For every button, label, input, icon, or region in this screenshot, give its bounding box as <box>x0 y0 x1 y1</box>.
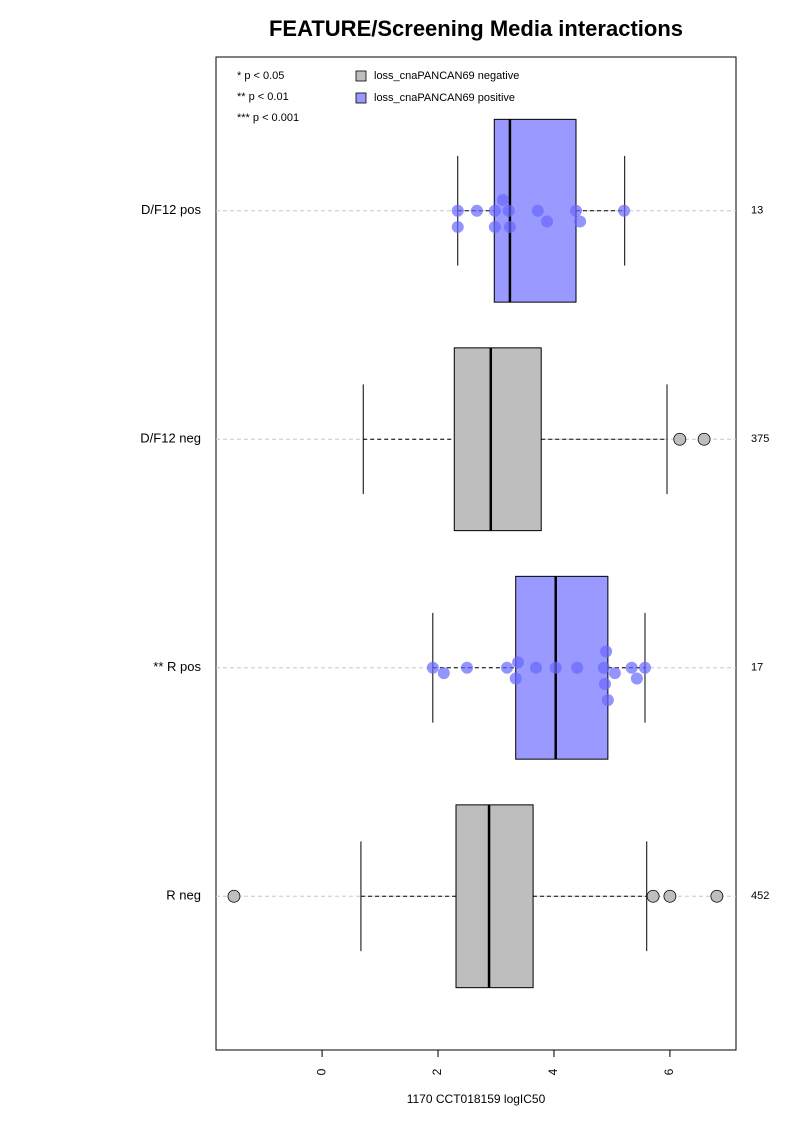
outlier <box>697 432 711 446</box>
legend-swatch <box>355 92 367 104</box>
significance-note: *** p < 0.001 <box>237 112 299 124</box>
data-point <box>549 661 562 674</box>
data-point <box>502 204 515 217</box>
significance-note: ** p < 0.01 <box>237 91 289 103</box>
count-label: 375 <box>751 433 769 445</box>
category-label: D/F12 neg <box>140 431 201 446</box>
category-label: R neg <box>166 888 201 903</box>
data-point <box>461 661 474 674</box>
x-tick-label: 2 <box>430 1068 444 1075</box>
legend-swatch <box>355 70 367 82</box>
data-point <box>470 204 483 217</box>
data-point <box>426 661 439 674</box>
data-point <box>501 661 514 674</box>
data-point <box>630 672 643 685</box>
data-point <box>574 215 587 228</box>
data-point <box>488 204 501 217</box>
x-axis-label: 1170 CCT018159 logIC50 <box>407 1092 546 1106</box>
data-point <box>503 220 516 233</box>
data-point <box>541 215 554 228</box>
data-point <box>601 694 614 707</box>
count-label: 452 <box>751 890 769 902</box>
outlier <box>663 889 677 903</box>
data-point <box>600 645 613 658</box>
data-point <box>451 204 464 217</box>
data-point <box>638 661 651 674</box>
outlier <box>646 889 660 903</box>
outlier <box>673 432 687 446</box>
x-tick-label: 4 <box>546 1068 560 1075</box>
category-label: D/F12 pos <box>141 202 201 217</box>
data-point <box>618 204 631 217</box>
legend-label: loss_cnaPANCAN69 negative <box>374 70 519 82</box>
data-point <box>571 661 584 674</box>
data-point <box>598 677 611 690</box>
x-tick-label: 6 <box>662 1068 676 1075</box>
legend-label: loss_cnaPANCAN69 positive <box>374 92 515 104</box>
box <box>455 804 534 989</box>
data-point <box>597 661 610 674</box>
data-point <box>451 220 464 233</box>
chart-title: FEATURE/Screening Media interactions <box>269 16 683 41</box>
x-tick-label: 0 <box>314 1068 328 1075</box>
outlier <box>227 889 241 903</box>
significance-note: * p < 0.05 <box>237 70 284 82</box>
data-point <box>531 204 544 217</box>
box <box>515 575 609 760</box>
category-label: ** R pos <box>153 659 201 674</box>
data-point <box>512 656 525 669</box>
data-point <box>608 667 621 680</box>
data-point <box>530 661 542 674</box>
count-label: 17 <box>751 662 763 674</box>
box <box>453 347 542 532</box>
data-point <box>488 220 501 233</box>
data-point <box>437 667 450 680</box>
data-point <box>625 661 638 674</box>
data-point <box>509 672 522 685</box>
data-point <box>496 193 509 206</box>
count-label: 13 <box>751 205 763 217</box>
data-point <box>570 204 582 217</box>
outlier <box>710 889 724 903</box>
